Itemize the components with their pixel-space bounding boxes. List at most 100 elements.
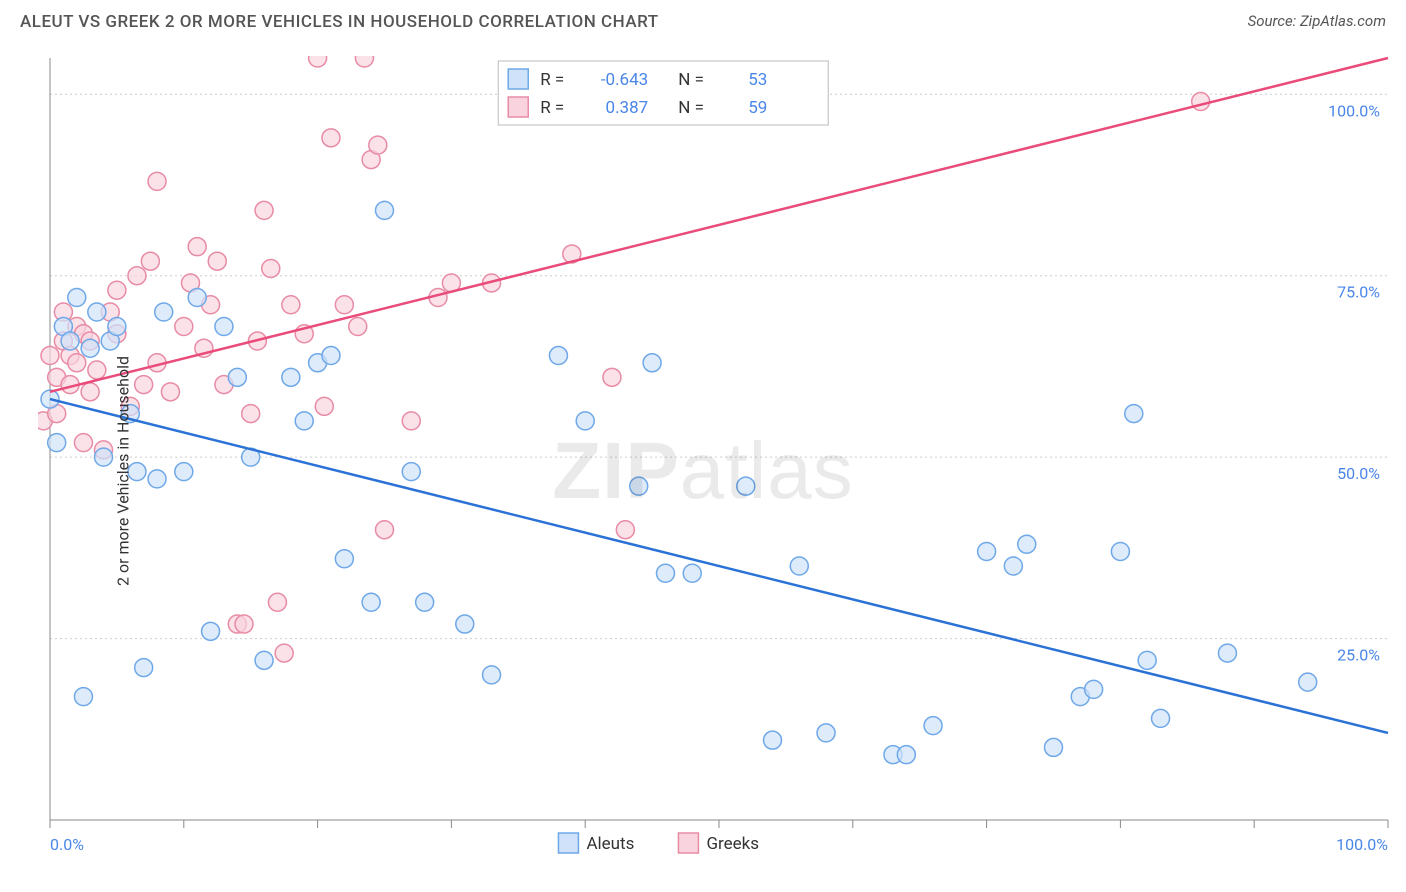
data-point (68, 288, 86, 306)
data-point (215, 318, 233, 336)
scatter-chart: 25.0%50.0%75.0%100.0%0.0%100.0%R =-0.643… (0, 50, 1406, 892)
y-axis-label: 2 or more Vehicles in Household (114, 356, 133, 586)
x-tick-label: 100.0% (1336, 835, 1388, 854)
data-point (322, 129, 340, 147)
data-point (48, 434, 66, 452)
data-point (282, 368, 300, 386)
legend-swatch (508, 97, 528, 117)
data-point (282, 296, 300, 314)
data-point (376, 521, 394, 539)
data-point (1085, 680, 1103, 698)
data-point (135, 376, 153, 394)
data-point (148, 172, 166, 190)
data-point (74, 688, 92, 706)
correlation-legend: R =-0.643N =53R =0.387N =59 (498, 61, 828, 125)
y-tick-label: 100.0% (1328, 101, 1380, 120)
data-point (656, 564, 674, 582)
data-point (978, 542, 996, 560)
data-point (376, 201, 394, 219)
data-point (262, 259, 280, 277)
data-point (630, 477, 648, 495)
data-point (208, 252, 226, 270)
series-legend: AleutsGreeks (558, 833, 759, 854)
data-point (275, 644, 293, 662)
y-tick-label: 75.0% (1337, 283, 1380, 302)
data-point (1004, 557, 1022, 575)
data-point (549, 347, 567, 365)
data-point (81, 339, 99, 357)
data-point (576, 412, 594, 430)
legend-r-label: R = (540, 98, 564, 118)
data-point (88, 303, 106, 321)
chart-area: 2 or more Vehicles in Household ZIPatlas… (0, 50, 1406, 892)
chart-title: ALEUT VS GREEK 2 OR MORE VEHICLES IN HOU… (20, 12, 659, 32)
data-point (616, 521, 634, 539)
data-point (369, 136, 387, 154)
data-point (1138, 651, 1156, 669)
data-point (416, 593, 434, 611)
data-point (74, 434, 92, 452)
data-point (1218, 644, 1236, 662)
data-point (41, 347, 59, 365)
data-point (108, 318, 126, 336)
data-point (309, 50, 327, 67)
legend-n-label: N = (678, 98, 704, 118)
data-point (1125, 405, 1143, 423)
data-point (643, 354, 661, 372)
data-point (764, 731, 782, 749)
data-point (362, 593, 380, 611)
data-point (255, 651, 273, 669)
data-point (108, 281, 126, 299)
data-point (235, 615, 253, 633)
legend-r-value: -0.643 (601, 70, 648, 90)
legend-r-label: R = (540, 70, 564, 90)
data-point (315, 397, 333, 415)
data-point (155, 303, 173, 321)
data-point (188, 288, 206, 306)
legend-swatch (678, 833, 698, 853)
series-aleuts (41, 201, 1317, 763)
data-point (924, 717, 942, 735)
data-point (1018, 535, 1036, 553)
data-point (128, 267, 146, 285)
y-tick-label: 50.0% (1337, 464, 1380, 483)
data-point (1299, 673, 1317, 691)
data-point (255, 201, 273, 219)
data-point (335, 550, 353, 568)
legend-swatch (508, 69, 528, 89)
data-point (603, 368, 621, 386)
data-point (268, 593, 286, 611)
legend-n-label: N = (678, 70, 704, 90)
data-point (228, 368, 246, 386)
data-point (242, 405, 260, 423)
legend-label: Greeks (706, 834, 759, 854)
legend-n-value: 59 (748, 98, 767, 118)
data-point (148, 470, 166, 488)
x-tick-label: 0.0% (50, 835, 84, 854)
data-point (161, 383, 179, 401)
data-point (402, 463, 420, 481)
data-point (402, 412, 420, 430)
data-point (68, 354, 86, 372)
data-point (135, 659, 153, 677)
data-point (897, 746, 915, 764)
data-point (790, 557, 808, 575)
data-point (817, 724, 835, 742)
data-point (1192, 93, 1210, 111)
trend-aleuts (50, 399, 1388, 733)
data-point (483, 666, 501, 684)
data-point (88, 361, 106, 379)
source-label: Source: ZipAtlas.com (1248, 12, 1386, 30)
data-point (95, 448, 113, 466)
data-point (355, 50, 373, 67)
data-point (1111, 542, 1129, 560)
data-point (188, 238, 206, 256)
data-point (1045, 738, 1063, 756)
data-point (349, 318, 367, 336)
data-point (175, 463, 193, 481)
legend-swatch (558, 833, 578, 853)
data-point (322, 347, 340, 365)
data-point (456, 615, 474, 633)
data-point (175, 318, 193, 336)
data-point (1152, 709, 1170, 727)
